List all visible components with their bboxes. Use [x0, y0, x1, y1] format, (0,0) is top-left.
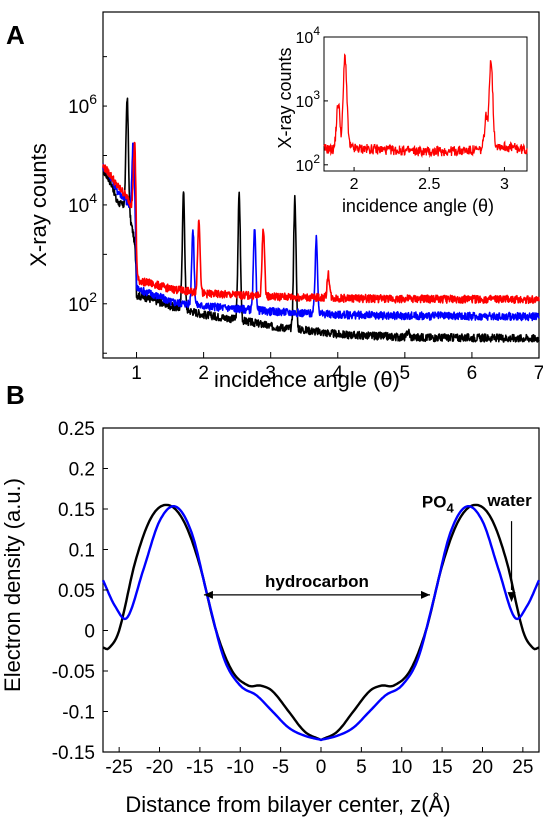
panel-b-xtick-label: 0: [316, 757, 327, 778]
panel-a: X-ray counts incidence angle (θ) 1 2 3 4 5 6 7…: [26, 11, 543, 392]
inset-xtick-label: 3: [500, 176, 509, 193]
inset-xtick-label: 2: [350, 176, 359, 193]
panel-b-xtick-label: 20: [472, 757, 493, 778]
panel-a-xtick-label: 1: [131, 363, 142, 384]
panel-b-ytick-label: 0.25: [58, 419, 95, 440]
panel-a-xtick-label: 4: [332, 363, 343, 384]
panel-b-xtick-label: -5: [272, 757, 289, 778]
inset-series: [323, 53, 528, 159]
inset-xtick-label: 2.5: [418, 176, 440, 193]
panel-b-ytick-label: 0.1: [69, 541, 95, 562]
panel-b-ytick-label: 0: [84, 622, 95, 643]
panel-b-xtick-label: 5: [356, 757, 367, 778]
po4-annotation: PO4: [422, 492, 455, 515]
inset-ylabel: X-ray counts: [275, 47, 295, 148]
panel-a-xtick-label: 7: [534, 363, 543, 384]
panel-a-xlabel: incidence angle (θ): [214, 367, 400, 392]
panel-b-xlabel: Distance from bilayer center, z(Å): [125, 792, 450, 817]
panel-b-ylabel: Electron density (a.u.): [0, 478, 25, 692]
panel-b-ytick-label: 0.15: [58, 500, 95, 521]
panel-a-series-2: [102, 142, 540, 322]
panel-b-ytick-label: -0.1: [62, 703, 95, 724]
inset-xlabel: incidence angle (θ): [342, 196, 494, 216]
panel-b-ytick-label: 0.2: [69, 460, 95, 481]
panel-b-series-2: [101, 505, 541, 742]
panel-b-xtick-label: -25: [105, 757, 132, 778]
panel-a-xtick-label: 5: [400, 363, 411, 384]
panel-b-ytick-label: 0.05: [58, 581, 95, 602]
panel-a-series-3: [102, 141, 540, 305]
panel-a-xtick-label: 6: [467, 363, 478, 384]
panel-b: Electron density (a.u.) Distance from bi…: [0, 419, 541, 817]
panel-b-xtick-label: 10: [391, 757, 412, 778]
water-annotation: water: [486, 491, 532, 510]
panel-a-frame: [102, 11, 540, 359]
panel-b-xtick-label: -15: [186, 757, 213, 778]
panel-b-xtick-label: 25: [512, 757, 533, 778]
panel-a-xtick-label: 2: [198, 363, 209, 384]
panel-a-ylabel: X-ray counts: [26, 143, 51, 267]
panel-label-a: A: [6, 20, 25, 50]
panel-b-xtick-label: 15: [432, 757, 453, 778]
panel-b-xtick-label: -20: [146, 757, 173, 778]
hydrocarbon-arrowhead-right: [421, 590, 430, 599]
hydrocarbon-annotation: hydrocarbon: [265, 572, 369, 591]
panel-b-ytick-label: -0.15: [52, 743, 95, 764]
panel-b-ytick-label: -0.05: [52, 662, 95, 683]
hydrocarbon-arrowhead-left: [203, 590, 213, 599]
panel-a-inset: X-ray counts incidence angle (θ) 2 2.5 310…: [275, 24, 528, 216]
panel-label-b: B: [6, 380, 25, 410]
water-arrowhead: [507, 592, 516, 603]
panel-b-xtick-label: -10: [227, 757, 254, 778]
panel-a-xtick-label: 3: [265, 363, 276, 384]
